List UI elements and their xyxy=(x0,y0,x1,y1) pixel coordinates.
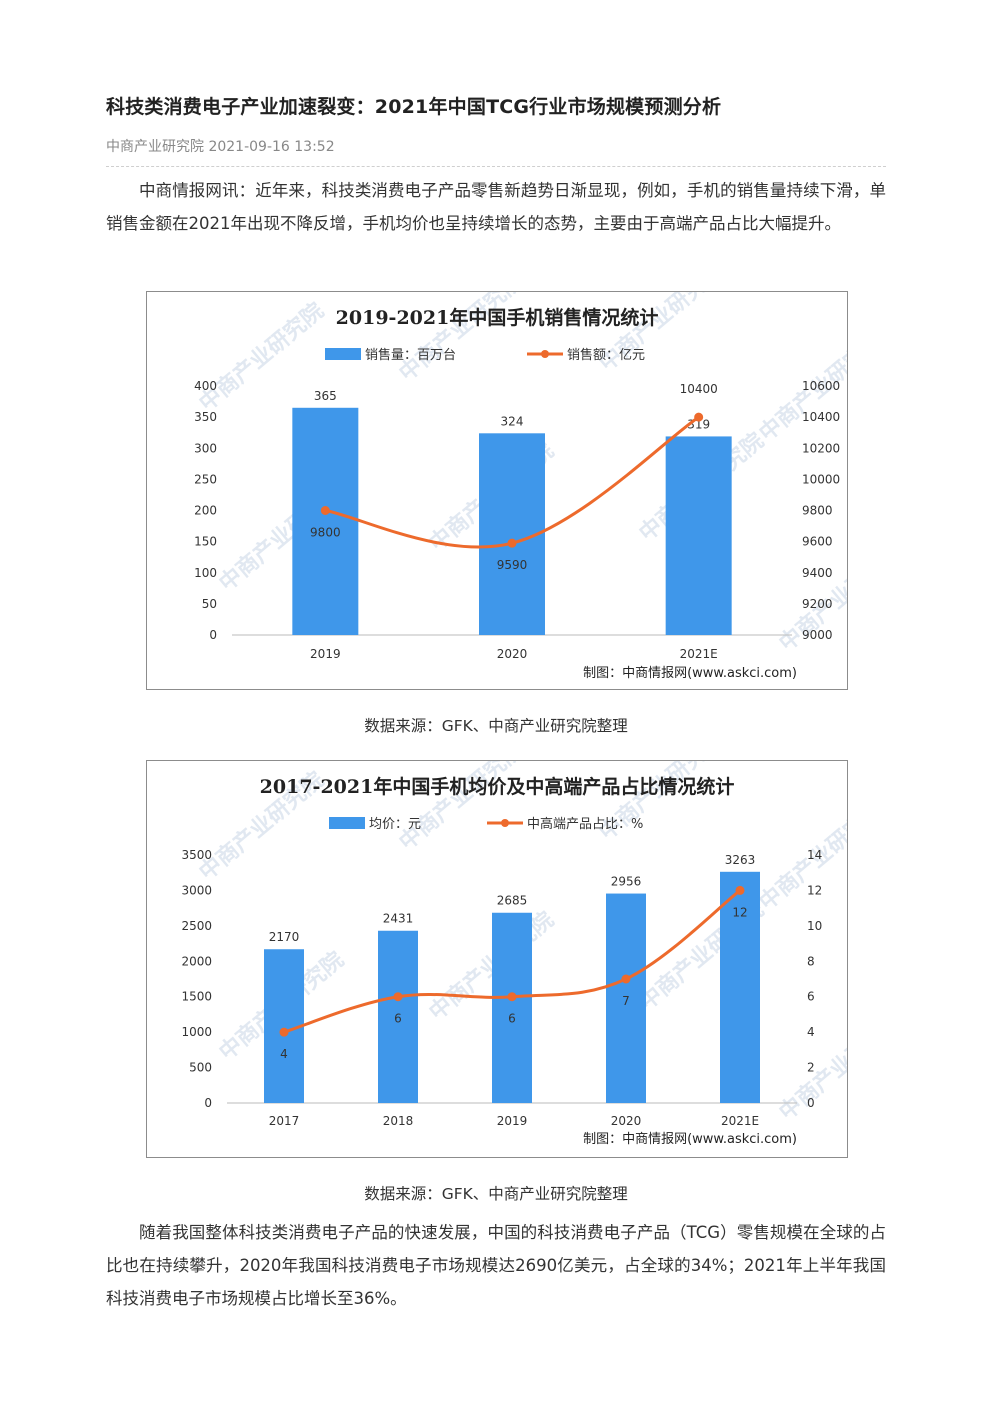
bar-value-label: 2956 xyxy=(611,875,642,889)
y-left-tick-label: 3500 xyxy=(181,848,212,862)
y-right-tick-label: 12 xyxy=(807,883,822,897)
y-left-tick-label: 500 xyxy=(189,1061,212,1075)
y-right-tick-label: 10400 xyxy=(802,410,840,424)
bar xyxy=(378,930,418,1103)
watermark-text: 中商产业研究院 xyxy=(754,797,847,916)
chart-sales: 中商产业研究院 中商产业研究院 中商产业研究院 中商产业研究院 中商产业研究院 中商产业研… xyxy=(146,291,848,690)
x-tick-label: 2019 xyxy=(497,1114,528,1128)
y-right-tick-label: 8 xyxy=(807,954,815,968)
chart-price: 中商产业研究院 中商产业研究院 中商产业研究院 中商产业研究院 中商产业研究院 中商产业研… xyxy=(146,760,848,1158)
bar xyxy=(606,893,646,1103)
y-left-tick-label: 400 xyxy=(194,379,217,393)
y-left-tick-label: 300 xyxy=(194,441,217,455)
legend-line-label: 销售额：亿元 xyxy=(567,347,645,363)
body-paragraph: 随着我国整体科技类消费电子产品的快速发展，中国的科技消费电子产品（TCG）零售规… xyxy=(106,1223,886,1308)
y-left-tick-label: 350 xyxy=(194,410,217,424)
line-value-label: 6 xyxy=(508,1012,516,1026)
article-meta: 中商产业研究院 2021-09-16 13:52 xyxy=(106,139,335,155)
line-point xyxy=(507,538,517,548)
legend-line-label: 中高端产品占比：% xyxy=(527,816,643,832)
bar-value-label: 324 xyxy=(501,414,524,428)
line-point xyxy=(393,992,403,1002)
y-left-tick-label: 200 xyxy=(194,504,217,518)
chart-price-caption: 数据来源：GFK、中商产业研究院整理 xyxy=(364,1185,628,1203)
bar-value-label: 2431 xyxy=(383,912,414,926)
x-tick-label: 2021E xyxy=(680,647,718,661)
article-title: 科技类消费电子产业加速裂变：2021年中国TCG行业市场规模预测分析 xyxy=(106,96,722,118)
line-value-label: 4 xyxy=(280,1047,288,1061)
y-right-tick-label: 9600 xyxy=(802,535,833,549)
bar xyxy=(665,436,732,635)
legend-line-marker xyxy=(501,819,509,827)
y-left-tick-label: 1500 xyxy=(181,990,212,1004)
y-right-tick-label: 10600 xyxy=(802,379,840,393)
watermark-text: 中商产业研究院 xyxy=(424,907,559,1026)
legend-bar-swatch xyxy=(325,348,361,360)
bar-value-label: 365 xyxy=(314,389,337,403)
x-tick-label: 2021E xyxy=(721,1114,759,1128)
chart-title: 2019-2021年中国手机销售情况统计 xyxy=(336,306,659,329)
y-right-tick-label: 10000 xyxy=(802,472,840,486)
line-value-label: 12 xyxy=(732,905,747,919)
x-tick-label: 2020 xyxy=(497,647,528,661)
x-tick-label: 2017 xyxy=(269,1114,300,1128)
bar-value-label: 2685 xyxy=(497,894,528,908)
y-left-tick-label: 150 xyxy=(194,535,217,549)
legend-bar-label: 均价：元 xyxy=(369,817,421,832)
y-right-tick-label: 9200 xyxy=(802,597,833,611)
chart-credit: 制图：中商情报网(www.askci.com) xyxy=(583,1132,797,1147)
y-left-tick-label: 2000 xyxy=(181,954,212,968)
y-right-tick-label: 9000 xyxy=(802,628,833,642)
y-right-tick-label: 9800 xyxy=(802,504,833,518)
bar-value-label: 2170 xyxy=(269,930,300,944)
y-left-tick-label: 0 xyxy=(209,628,217,642)
x-tick-label: 2018 xyxy=(383,1114,414,1128)
legend-bar-label: 销售量：百万台 xyxy=(365,347,456,363)
y-left-tick-label: 250 xyxy=(194,472,217,486)
chart-sales-caption: 数据来源：GFK、中商产业研究院整理 xyxy=(364,717,628,735)
chart-title: 2017-2021年中国手机均价及中高端产品占比情况统计 xyxy=(260,775,735,798)
line-point xyxy=(735,885,745,895)
line-point xyxy=(694,412,704,422)
y-left-tick-label: 3000 xyxy=(181,883,212,897)
y-right-tick-label: 6 xyxy=(807,990,815,1004)
chart-sales-svg: 中商产业研究院 中商产业研究院 中商产业研究院中商产业研究院中商产业研究院中商产业研… xyxy=(194,292,847,681)
watermark-text: 中商产业研究院 xyxy=(194,298,329,417)
x-tick-label: 2020 xyxy=(611,1114,642,1128)
line-point xyxy=(279,1027,289,1037)
y-right-tick-label: 2 xyxy=(807,1061,815,1075)
legend-bar-swatch xyxy=(329,817,365,829)
y-right-tick-label: 10 xyxy=(807,919,822,933)
line-value-label: 7 xyxy=(622,994,630,1008)
y-left-tick-label: 2500 xyxy=(181,919,212,933)
line-point xyxy=(320,506,330,515)
y-right-tick-label: 10200 xyxy=(802,441,840,455)
watermark-text: 中商产业研究院 xyxy=(594,761,729,846)
y-right-tick-label: 9400 xyxy=(802,566,833,580)
bar xyxy=(292,407,359,635)
y-left-tick-label: 1000 xyxy=(181,1025,212,1039)
bar xyxy=(720,871,760,1103)
bar-value-label: 3263 xyxy=(725,853,756,867)
chart-credit: 制图：中商情报网(www.askci.com) xyxy=(583,666,797,681)
y-left-tick-label: 50 xyxy=(202,597,217,611)
y-right-tick-label: 14 xyxy=(807,848,822,862)
bar xyxy=(492,912,532,1103)
y-left-tick-label: 0 xyxy=(204,1096,212,1110)
watermark-text: 中商产业研究院 xyxy=(594,292,729,377)
line-value-label: 6 xyxy=(394,1012,402,1026)
line-value-label: 9590 xyxy=(497,558,528,572)
y-right-tick-label: 4 xyxy=(807,1025,815,1039)
legend-line-marker xyxy=(541,350,549,358)
line-point xyxy=(621,974,631,984)
line-value-label: 10400 xyxy=(680,382,718,396)
y-right-tick-label: 0 xyxy=(807,1096,815,1110)
y-left-tick-label: 100 xyxy=(194,566,217,580)
line-value-label: 9800 xyxy=(310,526,341,540)
x-tick-label: 2019 xyxy=(310,647,341,661)
divider xyxy=(106,166,886,167)
intro-paragraph: 中商情报网讯：近年来，科技类消费电子产品零售新趋势日渐显现，例如，手机的销售量持… xyxy=(106,181,886,233)
line-point xyxy=(507,992,517,1002)
